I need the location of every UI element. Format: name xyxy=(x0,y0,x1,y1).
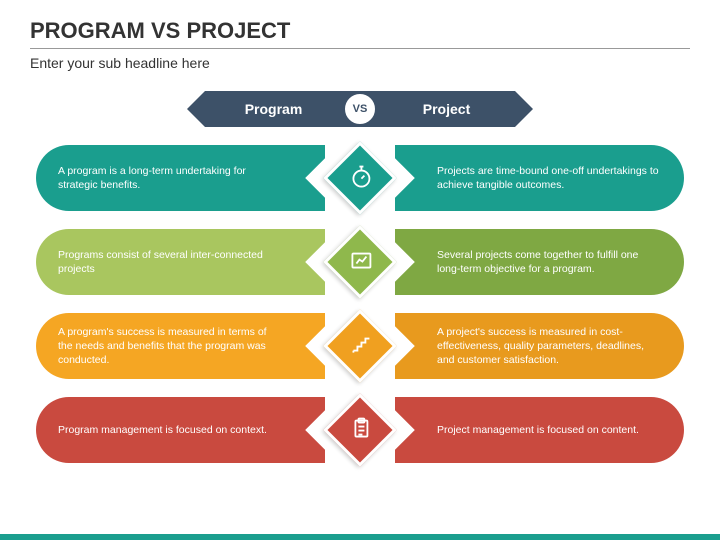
footer-accent xyxy=(0,534,720,540)
row-left-text: A program's success is measured in terms… xyxy=(36,313,325,379)
comparison-row: A program is a long-term undertaking for… xyxy=(36,145,684,211)
row-right-text: Project management is focused on content… xyxy=(395,397,684,463)
steps-icon xyxy=(341,327,378,364)
row-right-text: Several projects come together to fulfil… xyxy=(395,229,684,295)
vs-badge: VS xyxy=(342,91,378,127)
row-icon-diamond xyxy=(325,320,395,372)
row-right-text: Projects are time-bound one-off undertak… xyxy=(395,145,684,211)
comparison-row: Programs consist of several inter-connec… xyxy=(36,229,684,295)
row-left-text: A program is a long-term undertaking for… xyxy=(36,145,325,211)
banner-left-label: Program xyxy=(205,91,360,127)
row-right-text: A project's success is measured in cost-… xyxy=(395,313,684,379)
page-subtitle: Enter your sub headline here xyxy=(30,55,690,71)
row-icon-diamond xyxy=(325,236,395,288)
row-left-text: Program management is focused on context… xyxy=(36,397,325,463)
stopwatch-icon xyxy=(341,159,378,196)
row-icon-diamond xyxy=(325,404,395,456)
page-title: PROGRAM VS PROJECT xyxy=(30,18,690,49)
row-left-text: Programs consist of several inter-connec… xyxy=(36,229,325,295)
comparison-row: Program management is focused on context… xyxy=(36,397,684,463)
comparison-banner: Program VS Project xyxy=(0,91,720,127)
row-icon-diamond xyxy=(325,152,395,204)
chart-icon xyxy=(341,243,378,280)
comparison-row: A program's success is measured in terms… xyxy=(36,313,684,379)
clipboard-icon xyxy=(341,411,378,448)
banner-right-label: Project xyxy=(360,91,515,127)
